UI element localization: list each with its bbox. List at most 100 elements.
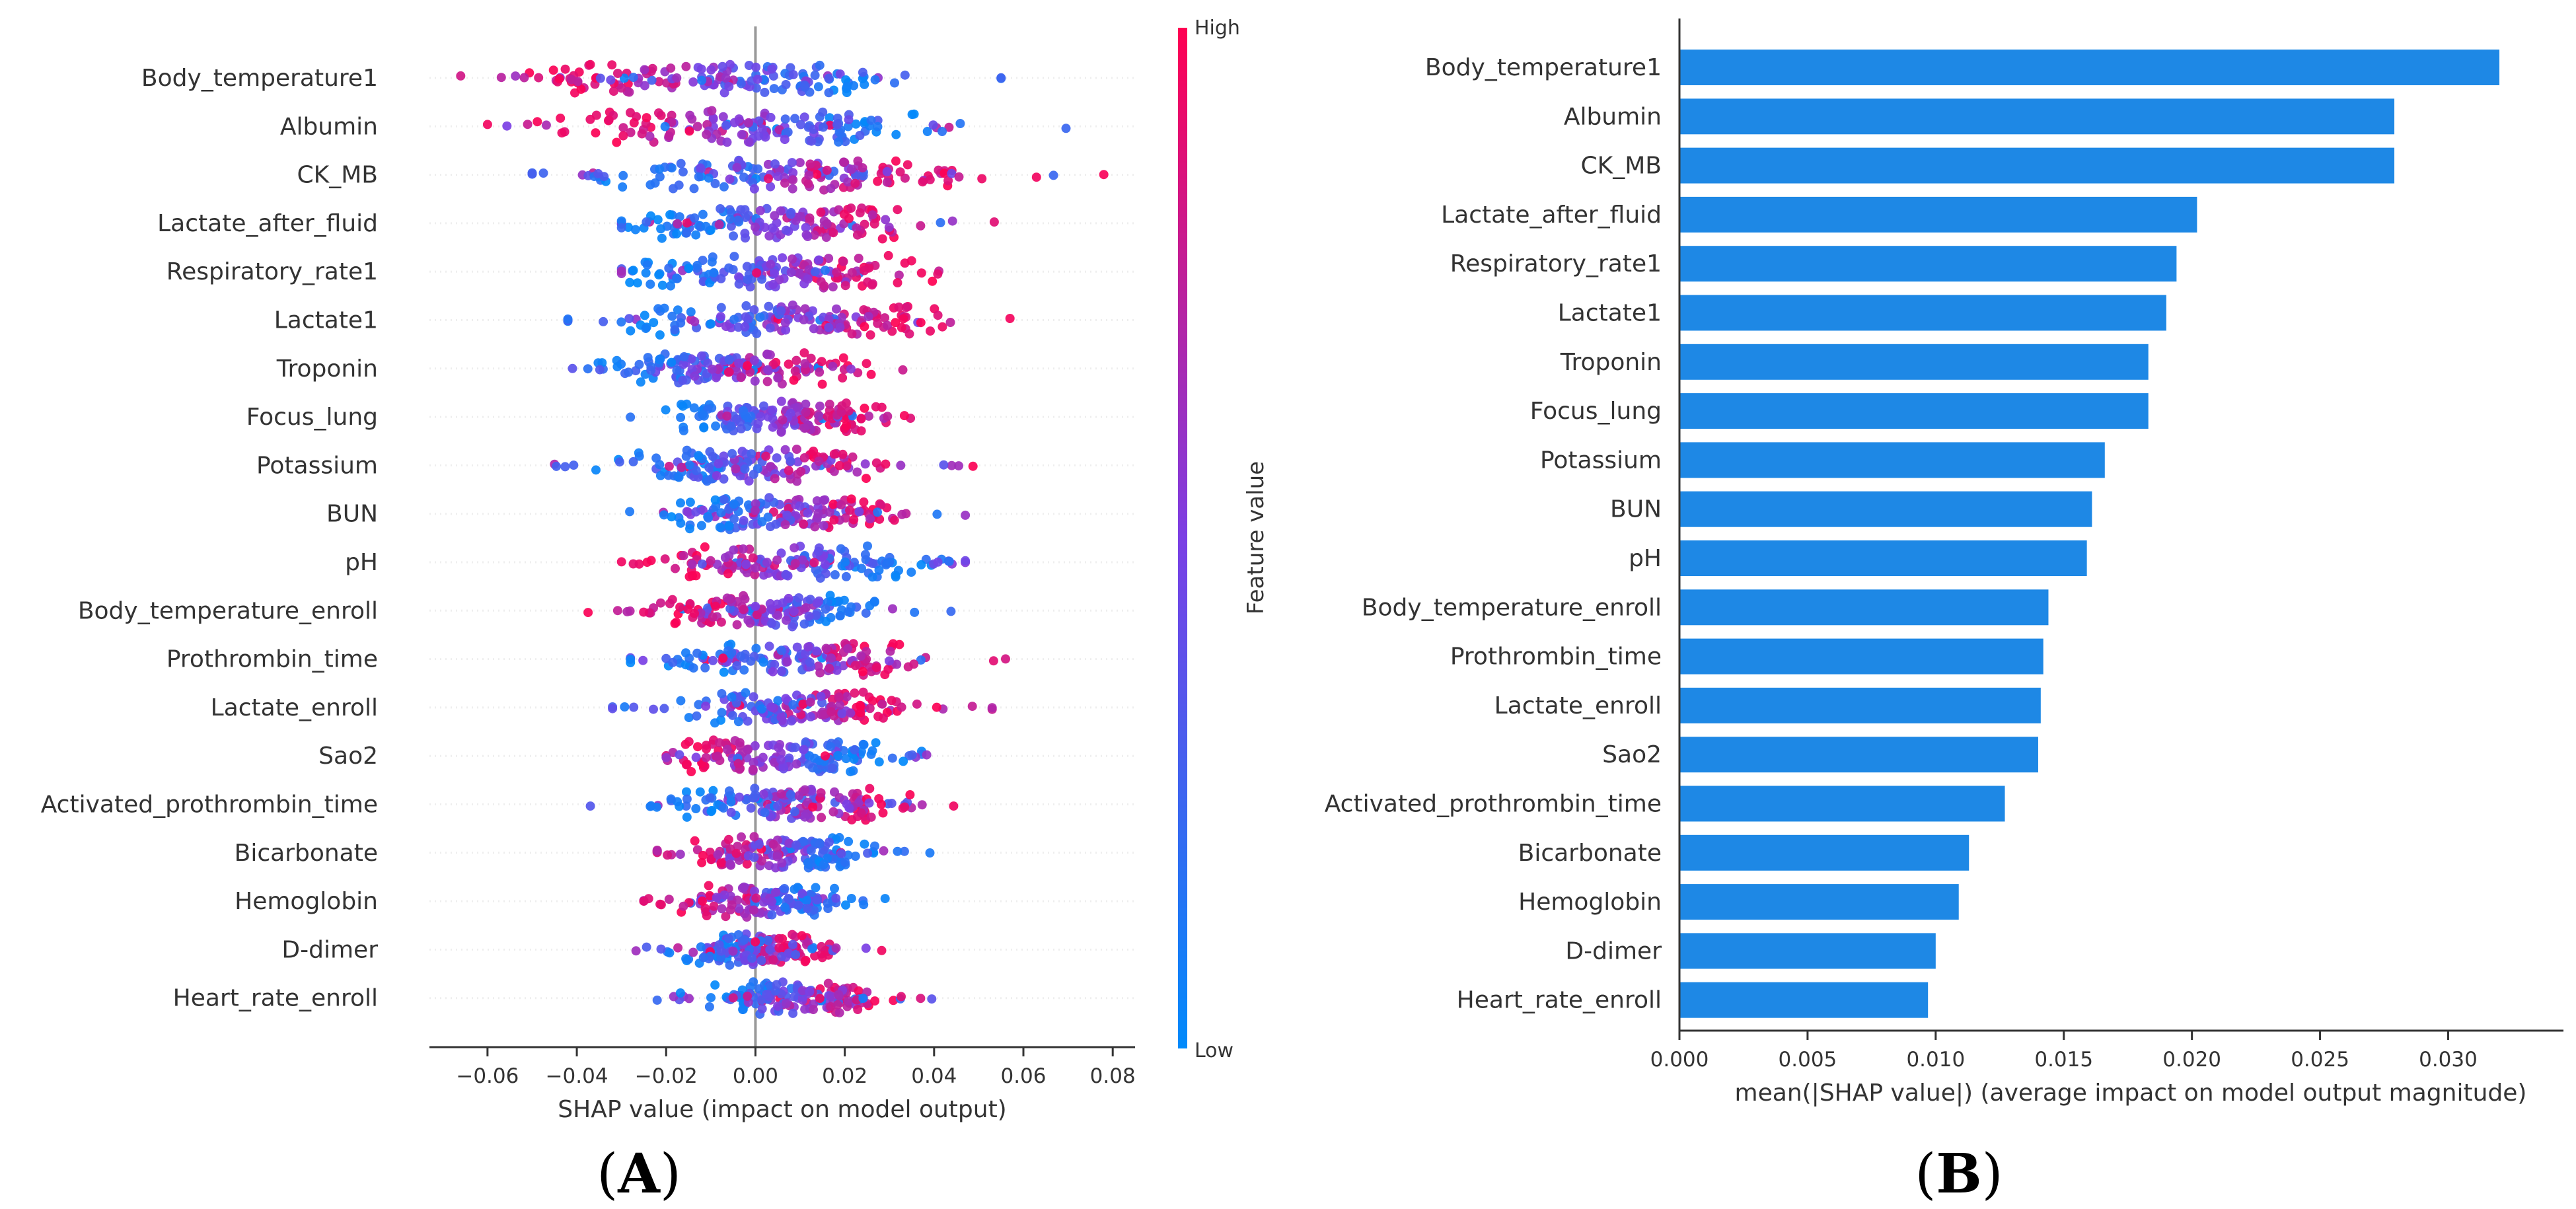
shap-dot <box>756 956 766 966</box>
shap-dot <box>616 223 626 233</box>
shap-dot <box>724 82 734 91</box>
shap-dot <box>939 168 949 178</box>
shap-dot <box>821 604 830 614</box>
shap-dot <box>749 758 758 767</box>
shap-dot <box>583 608 593 618</box>
shap-dot <box>825 399 834 409</box>
shap-dot <box>816 692 826 702</box>
shap-dot <box>684 460 694 470</box>
shap-dot <box>614 457 624 467</box>
shap-dot <box>893 846 902 856</box>
shap-dot <box>822 165 832 175</box>
shap-dot <box>770 474 780 484</box>
shap-dot <box>742 262 752 272</box>
shap-dot <box>766 182 776 192</box>
shap-dot <box>804 170 814 180</box>
shap-dot <box>891 129 901 139</box>
shap-dot <box>664 131 674 141</box>
shap-dot <box>642 113 651 123</box>
shap-dot <box>719 890 729 900</box>
shap-dot <box>631 946 641 956</box>
shap-dot <box>806 353 816 363</box>
shap-dot <box>1001 654 1010 664</box>
importance-bar <box>1679 933 1936 969</box>
shap-dot <box>866 812 876 822</box>
shap-dot <box>825 663 834 673</box>
shap-dot <box>885 557 895 567</box>
shap-dot <box>716 312 725 322</box>
shap-dot <box>801 230 811 240</box>
shap-dot <box>713 751 723 761</box>
shap-dot <box>925 848 935 858</box>
shap-dot <box>763 174 773 184</box>
shap-dot <box>704 462 714 472</box>
shap-dot <box>665 599 675 608</box>
shap-dot <box>852 223 862 233</box>
shap-dot <box>685 497 695 507</box>
shap-dot <box>768 414 778 423</box>
feature-label: Lactate_after_fluid <box>157 210 378 237</box>
shap-dot <box>843 177 853 187</box>
shap-dot <box>825 837 834 847</box>
shap-dot <box>880 313 890 323</box>
shap-dot <box>825 591 835 601</box>
shap-dot <box>800 304 810 314</box>
shap-dot <box>706 855 716 865</box>
shap-dot <box>616 216 626 226</box>
shap-dot <box>772 555 782 565</box>
shap-dot <box>640 65 649 75</box>
shap-dot <box>832 268 842 277</box>
shap-dot <box>670 325 680 335</box>
shap-dot <box>496 73 506 83</box>
shap-dot <box>876 799 886 809</box>
shap-dot <box>749 852 759 862</box>
shap-dot <box>926 326 935 336</box>
shap-dot <box>844 836 854 846</box>
shap-dot <box>880 894 890 904</box>
shap-dot <box>697 351 706 361</box>
shap-dot <box>620 702 630 712</box>
shap-dot <box>762 990 772 999</box>
shap-dot <box>687 560 697 569</box>
shap-dot <box>824 73 834 83</box>
shap-dot <box>894 270 904 280</box>
shap-dot <box>742 361 752 371</box>
shap-dot <box>749 184 759 194</box>
shap-dot <box>861 943 871 953</box>
shap-dot <box>717 689 727 698</box>
shap-dot <box>780 902 790 912</box>
shap-dot <box>954 172 964 182</box>
shap-dot <box>862 474 871 484</box>
shap-dot <box>763 512 773 522</box>
shap-dot <box>781 999 791 1008</box>
shap-dot <box>835 69 845 79</box>
shap-dot <box>689 184 699 194</box>
shap-dot <box>719 803 729 813</box>
shap-dot <box>749 692 758 702</box>
shap-dot <box>947 460 957 470</box>
shap-dot <box>722 745 732 754</box>
shap-dot <box>809 447 819 456</box>
shap-dot <box>873 318 883 328</box>
shap-dot <box>732 661 742 671</box>
shap-dot <box>502 121 512 131</box>
shap-dot <box>832 120 842 129</box>
shap-dot <box>691 507 701 517</box>
shap-dot <box>840 281 850 291</box>
shap-dot <box>1061 124 1071 133</box>
shap-dot <box>797 986 807 996</box>
shap-dot <box>821 751 830 761</box>
shap-dot <box>800 957 810 967</box>
shap-dot <box>786 268 796 277</box>
shap-dot <box>711 601 721 611</box>
shap-dot <box>823 412 832 421</box>
shap-dot <box>887 753 897 763</box>
shap-dot <box>846 203 856 213</box>
shap-dot <box>704 173 714 183</box>
shap-dot <box>813 82 823 92</box>
feature-label: Prothrombin_time <box>1450 643 1662 671</box>
shap-dot <box>889 515 899 525</box>
shap-dot <box>784 948 793 958</box>
shap-dot <box>890 78 899 88</box>
shap-dot <box>693 742 702 752</box>
